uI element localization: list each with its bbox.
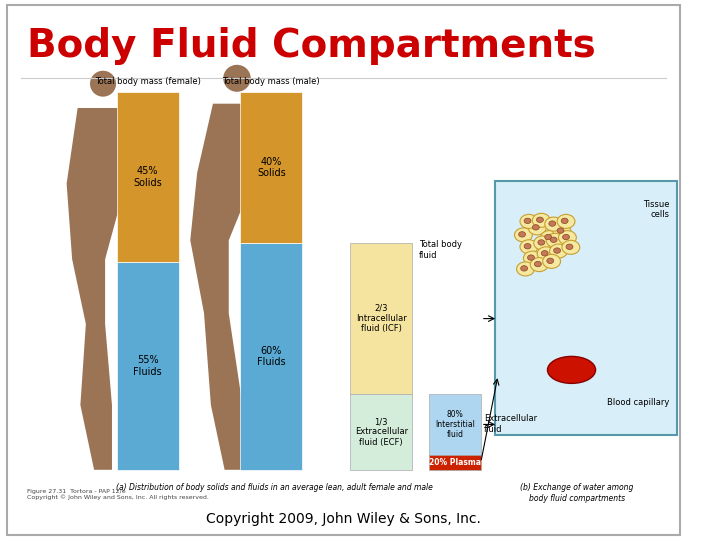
FancyBboxPatch shape bbox=[495, 181, 677, 435]
Circle shape bbox=[516, 262, 534, 276]
Circle shape bbox=[537, 247, 555, 261]
Circle shape bbox=[549, 221, 556, 226]
Circle shape bbox=[515, 228, 532, 242]
Circle shape bbox=[531, 258, 548, 272]
Bar bbox=[117, 92, 179, 262]
Text: 20% Plasma: 20% Plasma bbox=[429, 458, 481, 467]
Bar bbox=[240, 243, 302, 470]
Text: Total body
fluid: Total body fluid bbox=[419, 240, 462, 260]
Circle shape bbox=[520, 240, 538, 254]
Circle shape bbox=[518, 232, 526, 237]
Text: (b) Exchange of water among
body fluid compartments: (b) Exchange of water among body fluid c… bbox=[521, 483, 634, 503]
Circle shape bbox=[553, 224, 571, 238]
Circle shape bbox=[532, 225, 539, 230]
Text: 40%
Solids: 40% Solids bbox=[257, 157, 286, 178]
Circle shape bbox=[554, 248, 561, 253]
Circle shape bbox=[532, 213, 550, 227]
Circle shape bbox=[541, 251, 548, 256]
Text: (a) Distribution of body solids and fluids in an average lean, adult female and : (a) Distribution of body solids and flui… bbox=[117, 483, 433, 492]
Text: Copyright 2009, John Wiley & Sons, Inc.: Copyright 2009, John Wiley & Sons, Inc. bbox=[206, 512, 481, 526]
Text: Total body mass (male): Total body mass (male) bbox=[222, 77, 320, 86]
Circle shape bbox=[566, 244, 573, 249]
Circle shape bbox=[545, 234, 552, 240]
Circle shape bbox=[538, 240, 545, 245]
Text: Tissue
cells: Tissue cells bbox=[643, 200, 670, 219]
Circle shape bbox=[562, 240, 580, 254]
Text: 55%
Fluids: 55% Fluids bbox=[133, 355, 162, 377]
Circle shape bbox=[520, 214, 538, 228]
Circle shape bbox=[528, 221, 546, 235]
Circle shape bbox=[561, 218, 568, 224]
Ellipse shape bbox=[223, 65, 251, 92]
Circle shape bbox=[528, 255, 534, 260]
Text: Blood capillary: Blood capillary bbox=[608, 398, 670, 407]
Circle shape bbox=[534, 236, 552, 250]
Circle shape bbox=[524, 218, 531, 224]
Circle shape bbox=[524, 244, 531, 249]
Circle shape bbox=[557, 228, 564, 233]
Circle shape bbox=[521, 266, 528, 271]
Circle shape bbox=[559, 231, 576, 245]
Text: 2/3
Intracellular
fluid (ICF): 2/3 Intracellular fluid (ICF) bbox=[356, 303, 407, 334]
Text: 60%
Fluids: 60% Fluids bbox=[257, 346, 286, 367]
Bar bbox=[429, 394, 481, 455]
Bar bbox=[351, 243, 412, 394]
Circle shape bbox=[541, 231, 559, 245]
Circle shape bbox=[523, 251, 541, 265]
Text: 80%
Interstitial
fluid: 80% Interstitial fluid bbox=[435, 409, 475, 440]
Circle shape bbox=[557, 214, 575, 228]
Text: Total body mass (female): Total body mass (female) bbox=[95, 77, 201, 86]
Polygon shape bbox=[190, 104, 270, 470]
Text: Extracellular
fluid: Extracellular fluid bbox=[485, 414, 537, 434]
Text: Body Fluid Compartments: Body Fluid Compartments bbox=[27, 27, 596, 65]
Text: 1/3
Extracellular
fluid (ECF): 1/3 Extracellular fluid (ECF) bbox=[355, 417, 408, 447]
Bar bbox=[240, 92, 302, 243]
Bar bbox=[117, 262, 179, 470]
Circle shape bbox=[543, 254, 561, 268]
Polygon shape bbox=[67, 108, 135, 470]
Circle shape bbox=[549, 244, 567, 258]
Circle shape bbox=[550, 237, 557, 242]
Circle shape bbox=[534, 261, 541, 267]
Text: 45%
Solids: 45% Solids bbox=[133, 166, 162, 188]
Circle shape bbox=[546, 233, 564, 247]
Circle shape bbox=[536, 217, 544, 222]
Circle shape bbox=[545, 217, 562, 231]
Bar bbox=[351, 394, 412, 470]
Ellipse shape bbox=[547, 356, 595, 383]
Ellipse shape bbox=[90, 71, 116, 97]
Text: Figure 27.31  Tortora - PAP 12/e
Copyright © John Wiley and Sons, Inc. All right: Figure 27.31 Tortora - PAP 12/e Copyrigh… bbox=[27, 489, 210, 500]
Circle shape bbox=[562, 234, 570, 240]
Circle shape bbox=[546, 258, 554, 264]
Bar bbox=[429, 455, 481, 470]
